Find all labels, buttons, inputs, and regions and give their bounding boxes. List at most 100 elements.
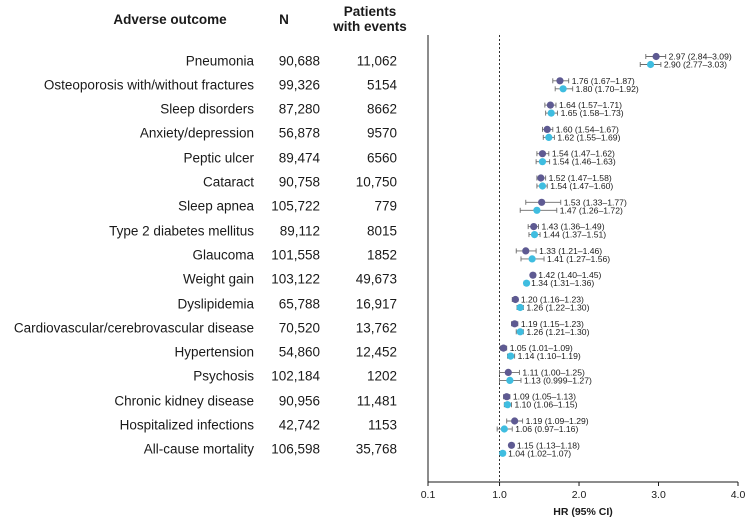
n-value: 90,758 [278,174,320,190]
series1-point [538,150,547,158]
series2-point [507,352,515,360]
outcome-label: Dyslipidemia [177,296,254,311]
events-value: 8015 [366,223,397,239]
series1-value-label: 1.42 (1.40–1.45) [538,270,601,280]
events-value: 779 [374,198,397,214]
series1-value-label: 1.19 (1.09–1.29) [526,416,589,426]
n-value: 89,474 [278,150,320,166]
events-value: 49,673 [355,271,397,287]
series2-point [547,109,555,117]
series2-value-label: 1.44 (1.37–1.51) [543,230,606,240]
outcome-label: Pneumonia [185,53,254,68]
series2-value-label: 1.54 (1.46–1.63) [553,157,616,167]
series2-value-label: 1.10 (1.06–1.15) [514,400,577,410]
series1-value-label: 2.97 (2.84–3.09) [669,52,732,62]
series1-point [652,52,660,61]
n-value: 90,688 [278,53,320,68]
series2-point [533,206,541,214]
outcome-label: Chronic kidney disease [114,393,254,409]
n-value: 87,280 [278,101,320,117]
series1-value-label: 1.11 (1.00–1.25) [522,367,585,377]
events-value: 1852 [366,247,397,263]
n-value: 102,184 [271,368,320,384]
series1-point [511,320,519,328]
series1-point [538,198,546,206]
series1-value-label: 1.09 (1.05–1.13) [513,392,576,402]
x-tick-label: 3.0 [651,489,666,501]
series1-value-label: 1.52 (1.47–1.58) [549,173,612,183]
header-patients-with-events: Patients with events [320,4,420,34]
header-events-line1: Patients [343,4,397,19]
outcome-label: Osteoporosis with/without fractures [43,77,254,93]
series2-point [516,328,524,336]
series2-value-label: 1.26 (1.22–1.30) [526,303,589,313]
n-value: 105,722 [271,198,320,214]
events-value: 9570 [366,125,397,141]
events-value: 12,452 [355,344,397,360]
n-value: 106,598 [271,441,320,457]
outcome-label: Weight gain [182,271,254,287]
series2-value-label: 1.34 (1.31–1.36) [531,278,594,288]
n-value: 101,558 [271,247,320,263]
outcome-label: Psychosis [193,368,254,384]
n-column: 90,688 99,326 87,280 56,878 89,474 90,758 105,… [250,0,320,518]
events-value: 8662 [366,101,397,117]
series2-point [559,85,567,93]
events-value: 5154 [366,77,397,93]
series1-value-label: 1.54 (1.47–1.62) [552,149,615,159]
series1-value-label: 1.76 (1.67–1.87) [572,76,635,86]
outcome-label: Hypertension [174,344,254,360]
events-value: 35,768 [355,441,397,457]
series2-value-label: 1.65 (1.58–1.73) [561,108,624,118]
series2-value-label: 2.90 (2.77–3.03) [664,60,727,70]
events-value: 6560 [366,150,397,166]
series1-value-label: 1.33 (1.21–1.46) [539,246,602,256]
series2-point [506,376,514,384]
series1-point [543,125,551,133]
x-tick-label: 2.0 [572,489,587,501]
series2-point [503,401,512,409]
n-value: 90,956 [278,393,320,409]
n-value: 89,112 [279,223,320,239]
series2-point [545,133,553,141]
x-tick-label: 0.1 [421,489,436,501]
series2-value-label: 1.06 (0.97–1.16) [515,424,578,434]
outcome-label: Hospitalized infections [119,417,254,433]
outcome-label: Anxiety/depression [139,125,254,141]
events-value: 11,062 [356,53,397,68]
n-value: 103,122 [271,271,320,287]
series1-point [529,271,537,279]
series1-point [511,417,519,425]
x-tick-label: 4.0 [731,489,746,501]
header-n: N [279,12,289,27]
series1-point [556,77,564,85]
series1-value-label: 1.64 (1.57–1.71) [559,100,622,110]
outcome-label: Sleep disorders [160,101,254,117]
n-value: 70,520 [278,320,320,336]
outcome-label: All-cause mortality [143,441,254,457]
series2-value-label: 1.26 (1.21–1.30) [526,327,589,337]
events-column: 11,062 5154 8662 9570 6560 10,750 779 8015 1852 4… [333,0,397,518]
series2-point [538,182,547,190]
series1-point [537,174,545,182]
outcome-column: Pneumonia Osteoporosis with/without fract… [0,0,254,518]
series2-value-label: 1.41 (1.27–1.56) [547,254,610,264]
x-tick-label: 1.0 [492,489,507,501]
series1-point [499,344,508,352]
events-value: 11,481 [356,393,397,409]
series2-value-label: 1.80 (1.70–1.92) [576,84,639,94]
outcome-label: Peptic ulcer [183,150,254,166]
series2-point [516,303,524,312]
series2-value-label: 1.54 (1.47–1.60) [550,181,613,191]
series1-value-label: 1.60 (1.54–1.67) [556,124,619,134]
outcome-label: Sleep apnea [178,198,254,214]
series1-point [522,247,530,255]
outcome-label: Type 2 diabetes mellitus [109,223,254,239]
events-value: 16,917 [355,296,397,311]
series2-point [499,449,507,457]
series2-point [522,279,531,287]
series2-value-label: 1.04 (1.02–1.07) [508,448,571,458]
series1-value-label: 1.15 (1.13–1.18) [517,440,580,450]
header-events-line2: with events [333,19,407,34]
